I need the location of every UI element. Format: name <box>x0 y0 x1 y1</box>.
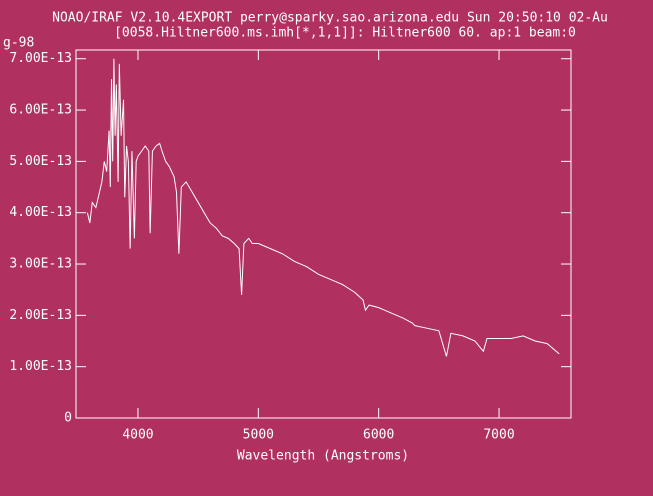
y-tick-label: 3.00E-13 <box>9 257 72 272</box>
spectrum-line <box>86 58 560 357</box>
y-tick-label: 2.00E-13 <box>9 308 72 323</box>
x-tick-label: 6000 <box>363 428 394 443</box>
x-tick-label: 5000 <box>243 428 274 443</box>
x-tick-label: 7000 <box>483 428 514 443</box>
plot-frame <box>75 49 572 419</box>
y-tick-label: 0 <box>64 411 72 426</box>
chart-subtitle: [0058.Hiltner600.ms.imh[*,1,1]]: Hiltner… <box>114 26 576 41</box>
y-tick-label: 6.00E-13 <box>9 103 72 118</box>
chart-title: NOAO/IRAF V2.10.4EXPORT perry@sparky.sao… <box>52 11 608 26</box>
y-tick-label: 7.00E-13 <box>9 51 72 66</box>
y-tick-label: 5.00E-13 <box>9 154 72 169</box>
x-tick-label: 4000 <box>122 428 153 443</box>
y-axis-label: g-98 <box>3 36 34 51</box>
x-axis-label: Wavelength (Angstroms) <box>237 449 409 464</box>
y-tick-label: 4.00E-13 <box>9 205 72 220</box>
y-tick-label: 1.00E-13 <box>9 359 72 374</box>
